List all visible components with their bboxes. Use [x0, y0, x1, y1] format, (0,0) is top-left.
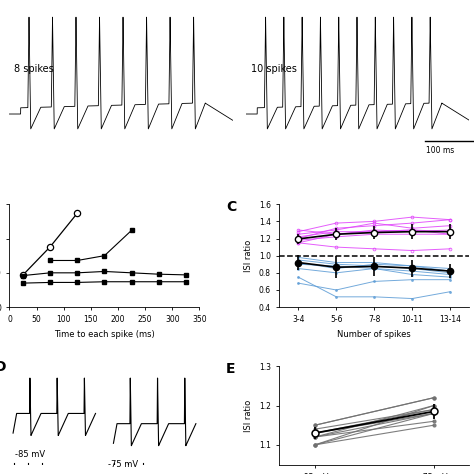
Text: 10 spikes: 10 spikes: [251, 64, 296, 73]
Text: 8 spikes: 8 spikes: [14, 64, 54, 73]
Text: 100 ms: 100 ms: [426, 146, 454, 155]
Text: E: E: [226, 363, 236, 376]
Text: D: D: [0, 360, 6, 374]
Y-axis label: ISI ratio: ISI ratio: [245, 399, 254, 431]
Y-axis label: ISI ratio: ISI ratio: [244, 239, 253, 272]
X-axis label: Time to each spike (ms): Time to each spike (ms): [54, 330, 155, 339]
Text: C: C: [226, 200, 237, 214]
Text: -85 mV: -85 mV: [15, 450, 46, 459]
Text: -75 mV: -75 mV: [108, 460, 138, 469]
X-axis label: Number of spikes: Number of spikes: [337, 330, 411, 339]
